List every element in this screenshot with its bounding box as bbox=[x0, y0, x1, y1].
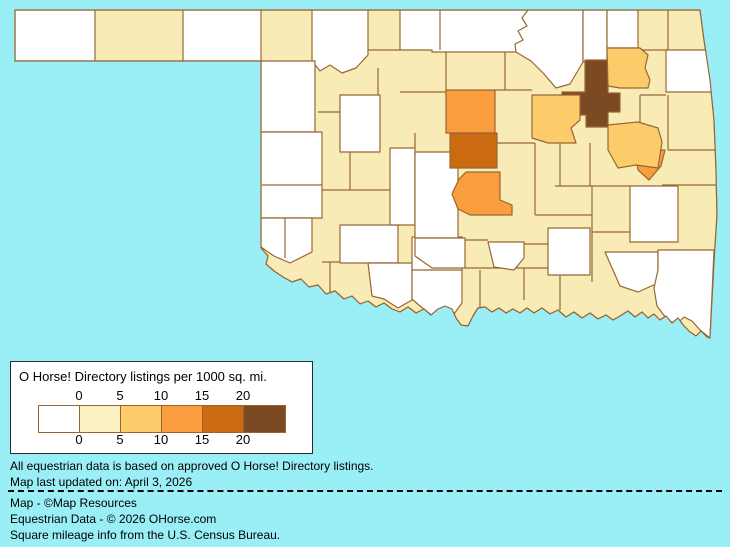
footer-note-approved-listings: All equestrian data is based on approved… bbox=[10, 459, 374, 473]
legend-swatch-10-15 bbox=[162, 406, 203, 432]
county-shape bbox=[582, 10, 608, 63]
legend-swatch-20+ bbox=[244, 406, 285, 432]
county-layer bbox=[15, 10, 717, 338]
dashed-divider bbox=[8, 490, 722, 492]
county-central-south bbox=[451, 171, 513, 216]
map-svg bbox=[14, 9, 718, 339]
legend-tick-label: 5 bbox=[116, 432, 124, 447]
legend-tick-label: 0 bbox=[75, 432, 83, 447]
county-shape bbox=[604, 251, 659, 293]
county-shape bbox=[260, 131, 323, 219]
county-shape bbox=[389, 147, 416, 226]
county-border-line bbox=[514, 10, 529, 53]
county-shape bbox=[414, 237, 466, 269]
legend-panel: O Horse! Directory listings per 1000 sq.… bbox=[10, 361, 313, 454]
county-ne-west-of-core bbox=[531, 94, 581, 144]
county-shape bbox=[311, 10, 369, 74]
county-ne-southeast-of-core bbox=[607, 121, 663, 169]
legend-swatch-15-20 bbox=[203, 406, 244, 432]
legend-tick-label: 0 bbox=[75, 388, 83, 403]
county-shape bbox=[487, 241, 525, 271]
county-ne-northeast-of-core bbox=[606, 47, 651, 89]
county-shape bbox=[665, 49, 713, 93]
state-border bbox=[14, 9, 718, 339]
county-shape bbox=[547, 227, 591, 276]
legend-colorbar bbox=[38, 405, 286, 433]
county-shape bbox=[182, 10, 262, 62]
county-shape bbox=[629, 185, 679, 243]
county-shape bbox=[260, 60, 316, 133]
legend-tick-label: 15 bbox=[194, 432, 210, 447]
footer-note-last-updated: Map last updated on: April 3, 2026 bbox=[10, 475, 193, 489]
legend-swatch-0-5 bbox=[80, 406, 121, 432]
credit-census-bureau: Square mileage info from the U.S. Census… bbox=[10, 528, 281, 542]
legend-tick-label: 20 bbox=[235, 388, 251, 403]
county-shape bbox=[606, 10, 639, 49]
legend-tick-row-top: 0 5 10 15 20 bbox=[11, 389, 312, 403]
legend-tick-label: 5 bbox=[116, 388, 124, 403]
county-shape bbox=[15, 10, 96, 62]
county-central-metro-core bbox=[449, 132, 498, 169]
legend-swatch-0 bbox=[39, 406, 80, 432]
legend-tick-label: 15 bbox=[194, 388, 210, 403]
legend-title: O Horse! Directory listings per 1000 sq.… bbox=[19, 369, 267, 384]
county-central-north bbox=[445, 89, 496, 134]
legend-tick-label: 10 bbox=[153, 432, 169, 447]
legend-swatch-5-10 bbox=[121, 406, 162, 432]
county-shape bbox=[339, 224, 399, 264]
legend-tick-label: 20 bbox=[235, 432, 251, 447]
credit-equestrian-data: Equestrian Data - © 2026 OHorse.com bbox=[10, 512, 217, 526]
legend-tick-row-bottom: 0 5 10 15 20 bbox=[11, 433, 312, 447]
county-shape bbox=[339, 94, 381, 153]
credit-map-resources: Map - ©Map Resources bbox=[10, 496, 137, 510]
legend-tick-label: 10 bbox=[153, 388, 169, 403]
oklahoma-county-map bbox=[14, 9, 718, 339]
